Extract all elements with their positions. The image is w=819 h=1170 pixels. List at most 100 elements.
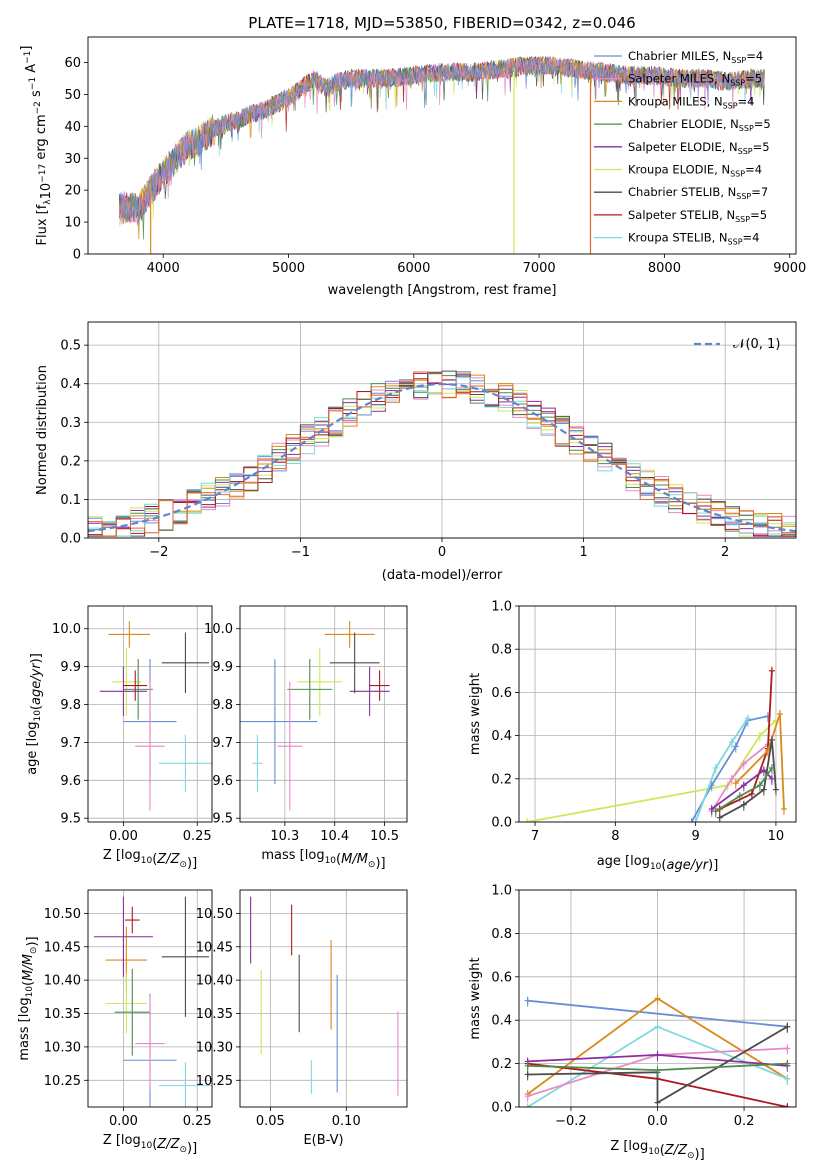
weight-line (694, 717, 749, 822)
age-vs-Z-ytick-label: 9.8 (60, 698, 81, 713)
mass-vs-Z-ytick-label: 10.25 (44, 1074, 81, 1089)
legend-entry-value: =7 (751, 185, 768, 199)
mass-vs-ebv-ytick-label: 10.30 (196, 1040, 233, 1055)
residuals-ytick-label: 0.3 (60, 416, 81, 431)
residuals-xtick-label: −2 (149, 545, 168, 560)
mass-vs-Z-ytick-label: 10.30 (44, 1040, 81, 1055)
weight-vs-Z-xlabel: Z [log10(Z/Z⊙)] (610, 1139, 704, 1162)
legend-entry-n: , N (714, 163, 730, 177)
mass-vs-ebv-ytick-label: 10.50 (196, 907, 233, 922)
residuals-ytick-label: 0.1 (60, 493, 81, 508)
weight-line (690, 715, 769, 822)
legend-entry-name: Kroupa MILES (628, 94, 707, 108)
mass-vs-Z-ytick-label: 10.35 (44, 1007, 81, 1022)
age-vs-Z-xtick-label: 0.25 (183, 829, 212, 844)
age-vs-Z-xlabel: Z [log10(Z/Z⊙)] (103, 848, 197, 871)
age-vs-mass-ytick-label: 9.8 (212, 698, 233, 713)
mass-ylabel: mass [log10(M/M⊙)] (17, 936, 40, 1060)
spectrum-xtick-label: 8000 (648, 261, 681, 276)
mass-vs-Z-axes: 0.00 0.25 10.25 10.30 10.35 10.40 10.45 10.50 (44, 890, 212, 1129)
normal-curve (88, 382, 796, 533)
age-vs-mass-xtick-label: 10.4 (320, 829, 349, 844)
mass-vs-ebv-xtick-label: 0.05 (256, 1114, 285, 1129)
spectrum-ytick-label: 20 (64, 184, 81, 199)
weight-vs-Z-xtick-label: 0.2 (734, 1114, 755, 1129)
spectrum-ytick-label: 50 (64, 88, 81, 103)
weight-vs-Z-ylabel: mass weight (468, 957, 483, 1039)
ylabel-part: −2 (33, 101, 43, 114)
xlabel-part: ( (661, 858, 666, 873)
weight-vs-age-xtick-label: 8 (611, 829, 619, 844)
spectrum-lines (118, 55, 765, 254)
residuals-frame (87, 321, 797, 539)
ylabel-part: s (29, 90, 44, 101)
legend-entry: Kroupa STELIB, NSSP=4 (628, 231, 759, 247)
mass-vs-ebv-xtick-label: 0.10 (332, 1114, 361, 1129)
xlabel-part: Z [log (103, 1133, 141, 1148)
weight-line (719, 670, 773, 810)
legend-entry-sub: SSP (736, 192, 751, 201)
ylabel-part: mass weight (468, 957, 483, 1039)
legend-entry-sub: SSP (723, 101, 738, 110)
age-vs-Z-ytick-label: 9.9 (60, 660, 81, 675)
legend-entry-name: Salpeter STELIB (628, 208, 719, 222)
weight-vs-Z-ytick-label: 0.8 (491, 927, 512, 942)
ylabel-part: Normed distribution (35, 365, 50, 495)
legend-entry-name: Chabrier ELODIE (628, 117, 723, 131)
legend-entry: Chabrier MILES, NSSP=4 (628, 49, 763, 65)
legend-entry: Chabrier STELIB, NSSP=7 (628, 185, 768, 201)
xlabel-part: 10 (141, 1141, 153, 1151)
legend-entry-n: , N (714, 72, 730, 86)
spectrum-xtick-label: 6000 (397, 261, 430, 276)
mass-vs-ebv-ytick-label: 10.35 (196, 1007, 233, 1022)
spectrum-frame (87, 36, 797, 255)
spectrum-series (118, 56, 765, 225)
weight-line (527, 1025, 788, 1105)
xlabel-part: )] (695, 1147, 705, 1162)
spectrum-axes: 4000 5000 6000 7000 8000 9000 0 10 20 30 40 50 60 (64, 56, 806, 276)
weight-vs-age-xtick-label: 10 (768, 829, 785, 844)
age-vs-Z-points (99, 621, 212, 811)
weight-vs-age-xlabel: age [log10(age/yr)] (597, 854, 719, 873)
xlabel-part: )] (708, 858, 718, 873)
ylabel-part: age [log (25, 722, 40, 775)
ylabel-part: −1 (28, 77, 38, 90)
mass-vs-ebv-axes: 0.05 0.10 10.25 10.30 10.35 10.40 10.45 10.50 (196, 890, 407, 1129)
ylabel-part: age/yr (29, 662, 44, 705)
legend-entry-sub: SSP (738, 147, 753, 156)
spectrum-xtick-label: 4000 (147, 261, 180, 276)
mass-vs-ebv-xlabel: E(B-V) (303, 1133, 343, 1148)
weight-vs-Z-ytick-label: 0.6 (491, 970, 512, 985)
legend-entry: Salpeter ELODIE, NSSP=5 (628, 140, 770, 156)
xlabel-part: 10 (325, 856, 337, 866)
xlabel-part: )] (187, 1141, 197, 1156)
legend-entry: Chabrier ELODIE, NSSP=5 (628, 117, 771, 133)
xlabel-part: ( (336, 852, 341, 867)
ylabel-part: 10 (25, 986, 35, 998)
ylabel-part: )] (29, 653, 44, 663)
age-vs-Z-ytick-label: 10.0 (52, 622, 81, 637)
xlabel-part: age [log (597, 854, 650, 869)
residuals-axes: −2 −1 0 1 2 0.0 0.1 0.2 0.3 0.4 0.5 (60, 322, 796, 560)
age-vs-Z-xtick-label: 0.00 (109, 829, 138, 844)
xlabel-part: mass [log (261, 848, 324, 863)
legend-entry-n: , N (712, 231, 728, 245)
residuals-xtick-label: 1 (579, 545, 587, 560)
spectrum-xtick-label: 9000 (773, 261, 806, 276)
legend-entry-sub: SSP (731, 56, 746, 65)
xlabel-part: Z [log (103, 848, 141, 863)
xlabel-part: Z [log (610, 1139, 648, 1154)
age-vs-mass-ytick-label: 10.0 (204, 622, 233, 637)
weight-vs-age-xtick-label: 9 (691, 829, 699, 844)
weight-vs-Z-xtick-label: 0.0 (647, 1114, 668, 1129)
ylabel-part: mass weight (468, 673, 483, 755)
ylabel-part: A (24, 64, 39, 77)
age-vs-mass-xlabel: mass [log10(M/M⊙)] (261, 848, 385, 871)
ylabel-part: −1 (23, 51, 33, 64)
weight-vs-age-ytick-label: 1.0 (491, 600, 512, 615)
legend-entry-value: =5 (745, 72, 762, 86)
ylabel-part: 10 (39, 183, 54, 200)
legend-entry: Salpeter MILES, NSSP=5 (628, 72, 762, 88)
ylabel-part: )] (25, 936, 40, 946)
